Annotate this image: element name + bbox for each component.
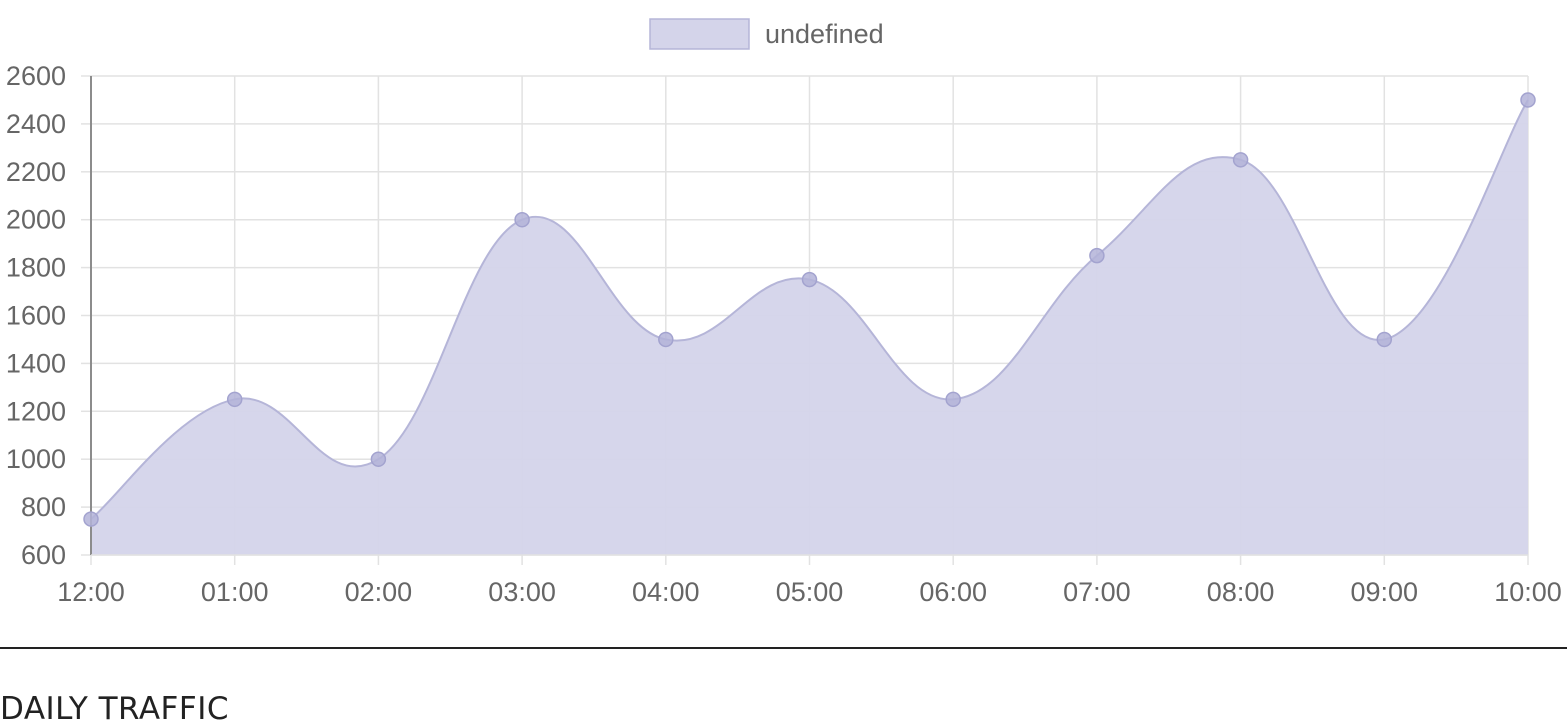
data-point[interactable] — [945, 391, 961, 408]
y-tick-label: 1600 — [6, 301, 66, 331]
series-area-fill — [91, 99, 1528, 555]
axes — [90, 76, 1528, 556]
data-point[interactable] — [658, 331, 674, 348]
data-point[interactable] — [1089, 247, 1105, 264]
y-tick-label: 2400 — [6, 109, 66, 139]
y-tick-label: 1000 — [6, 444, 66, 474]
y-tick-label: 2600 — [6, 61, 66, 91]
data-point[interactable] — [226, 391, 243, 408]
legend-swatch[interactable] — [649, 18, 750, 50]
data-points — [83, 92, 1536, 527]
x-tick-label: 01:00 — [201, 577, 269, 607]
data-point[interactable] — [370, 451, 387, 467]
section-divider — [0, 647, 1567, 649]
y-tick-label: 800 — [21, 492, 66, 522]
legend-label[interactable]: undefined — [765, 19, 884, 49]
y-tick-label: 1400 — [6, 348, 66, 378]
y-tick-label: 600 — [21, 540, 66, 570]
y-tick-label: 2000 — [6, 205, 66, 235]
y-tick-label: 1200 — [6, 396, 66, 426]
daily-traffic-heading: DAILY TRAFFIC — [0, 691, 229, 727]
y-tick-label: 2200 — [6, 157, 66, 187]
traffic-area-chart: 2600 2400 2200 2000 1800 1600 1400 1200 1000 800 6… — [6, 18, 1562, 607]
x-tick-label: 04:00 — [632, 577, 700, 607]
x-tick-label: 06:00 — [919, 577, 987, 607]
data-point[interactable] — [1520, 92, 1536, 108]
x-tick-label: 09:00 — [1351, 577, 1419, 607]
x-tick-label: 07:00 — [1063, 577, 1131, 607]
data-point[interactable] — [801, 271, 818, 288]
x-tick-label: 02:00 — [345, 577, 413, 607]
legend[interactable]: undefined — [649, 18, 884, 50]
x-tick-label: 10:00 — [1494, 577, 1562, 607]
data-point[interactable] — [83, 511, 99, 527]
x-tick-label: 08:00 — [1207, 577, 1275, 607]
y-tick-label: 1800 — [6, 253, 66, 283]
tick-labels: 2600 2400 2200 2000 1800 1600 1400 1200 1000 800 6… — [6, 61, 1562, 607]
data-point[interactable] — [1376, 331, 1393, 348]
x-tick-label: 12:00 — [57, 577, 125, 607]
data-point[interactable] — [1232, 152, 1249, 168]
x-tick-label: 03:00 — [488, 577, 556, 607]
data-point[interactable] — [514, 211, 530, 228]
x-tick-label: 05:00 — [776, 577, 844, 607]
